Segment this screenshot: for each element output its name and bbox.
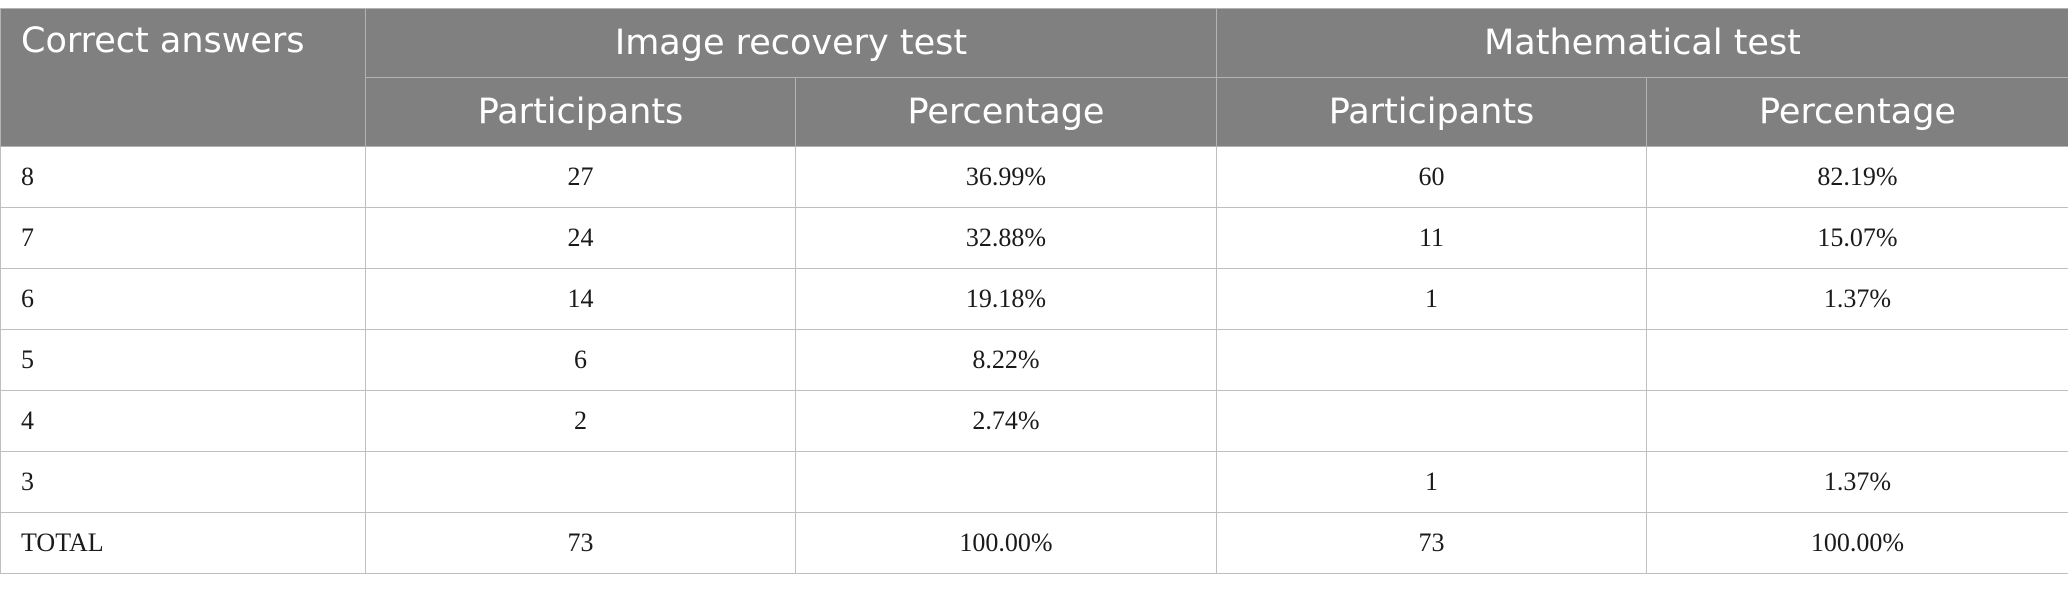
image-participants-header: Participants [365, 77, 796, 147]
mathematical-test-header: Mathematical test [1216, 8, 2068, 78]
table-cell: 14 [365, 268, 796, 330]
table-cell: 19.18% [795, 268, 1217, 330]
table-cell: 24 [365, 207, 796, 269]
table-cell [1646, 329, 2068, 391]
table-cell: 1 [1216, 268, 1647, 330]
header-sub-row: Participants Percentage Participants Per… [1, 77, 2068, 147]
correct-answers-header: Correct answers [0, 8, 366, 147]
table-cell: 73 [365, 512, 796, 574]
table-cell: 11 [1216, 207, 1647, 269]
table-row: 4 2 2.74% [0, 390, 2068, 452]
table-row: 5 6 8.22% [0, 329, 2068, 391]
table-cell: 73 [1216, 512, 1647, 574]
image-percentage-header: Percentage [795, 77, 1217, 147]
image-recovery-test-header: Image recovery test [365, 8, 1217, 78]
math-percentage-header: Percentage [1646, 77, 2068, 147]
row-label: 8 [0, 146, 366, 208]
row-label: 7 [0, 207, 366, 269]
table-cell [1646, 390, 2068, 452]
table-cell: 36.99% [795, 146, 1217, 208]
row-label: 5 [0, 329, 366, 391]
header-group-row: Correct answers Image recovery test Math… [0, 8, 2068, 147]
row-label: 4 [0, 390, 366, 452]
table-body: 8 27 36.99% 60 82.19% 7 24 32.88% 11 15.… [0, 146, 2068, 574]
table-cell: 15.07% [1646, 207, 2068, 269]
table-cell: 2 [365, 390, 796, 452]
table-cell: 1.37% [1646, 268, 2068, 330]
table-cell [1216, 390, 1647, 452]
table-cell: 1 [1216, 451, 1647, 513]
table-header: Correct answers Image recovery test Math… [0, 8, 2068, 147]
table-cell [795, 451, 1217, 513]
table-cell: 100.00% [795, 512, 1217, 574]
table-cell: 1.37% [1646, 451, 2068, 513]
row-label: 6 [0, 268, 366, 330]
table-cell [365, 451, 796, 513]
table-cell: 6 [365, 329, 796, 391]
table-cell [1216, 329, 1647, 391]
table-cell: 8.22% [795, 329, 1217, 391]
table-cell: 82.19% [1646, 146, 2068, 208]
table-row: 3 1 1.37% [0, 451, 2068, 513]
row-label: TOTAL [0, 512, 366, 574]
table-row: 7 24 32.88% 11 15.07% [0, 207, 2068, 269]
row-label: 3 [0, 451, 366, 513]
table-row-total: TOTAL 73 100.00% 73 100.00% [0, 512, 2068, 574]
table-cell: 32.88% [795, 207, 1217, 269]
table-cell: 2.74% [795, 390, 1217, 452]
math-participants-header: Participants [1216, 77, 1647, 147]
results-table: Correct answers Image recovery test Math… [0, 8, 2068, 574]
table-cell: 60 [1216, 146, 1647, 208]
table-row: 8 27 36.99% 60 82.19% [0, 146, 2068, 208]
table-cell: 27 [365, 146, 796, 208]
table-cell: 100.00% [1646, 512, 2068, 574]
table-row: 6 14 19.18% 1 1.37% [0, 268, 2068, 330]
